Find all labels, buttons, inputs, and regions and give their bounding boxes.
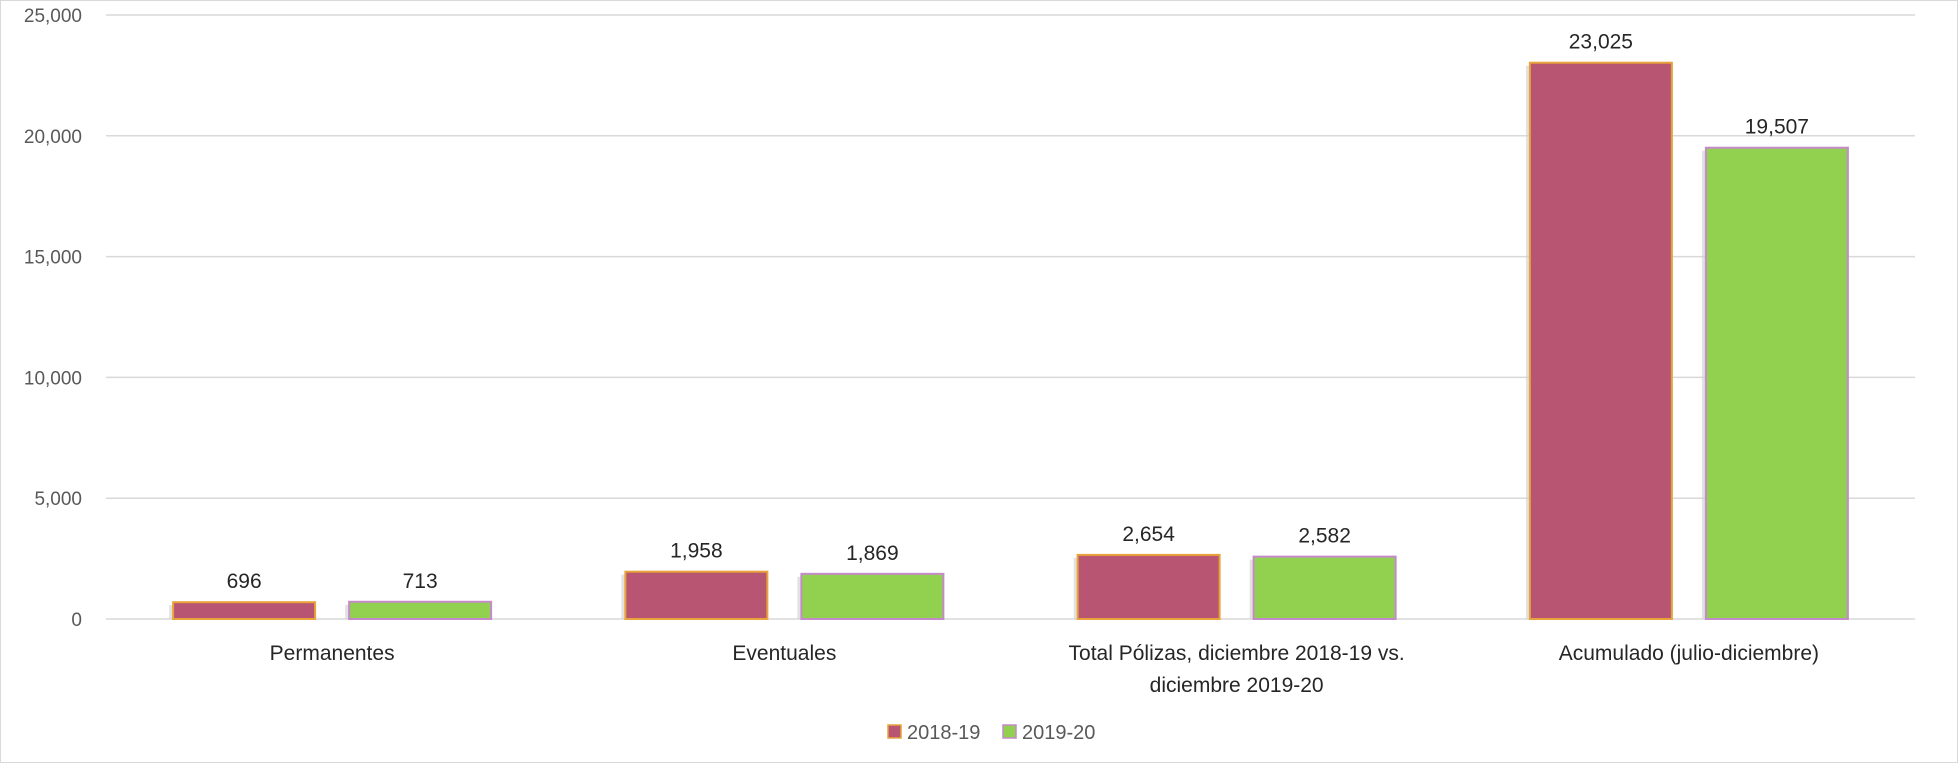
bar-2018-19-2[interactable] (1076, 553, 1221, 620)
legend-swatch (1002, 724, 1017, 739)
data-labels: 696 713 1,958 1,869 2,654 2,582 23,025 19,507 (227, 31, 1809, 593)
y-tick-label: 10,000 (24, 368, 82, 389)
x-category-label: Permanentes (270, 642, 395, 665)
x-category-label: Total Pólizas, diciembre 2018-19 vs. (1069, 642, 1405, 665)
data-label: 2,582 (1298, 525, 1351, 548)
bar-2018-19-3[interactable] (1528, 61, 1673, 620)
bar-2019-20-2[interactable] (1252, 555, 1397, 621)
bar-2019-20-0[interactable] (348, 600, 493, 621)
data-label: 713 (403, 570, 438, 593)
legend[interactable]: 2018-19 2019-20 (887, 722, 1095, 744)
y-tick-label: 20,000 (24, 127, 82, 148)
data-label: 2,654 (1122, 523, 1175, 546)
x-category-label: Eventuales (732, 642, 836, 665)
y-tick-label: 5,000 (34, 489, 82, 510)
data-label: 19,507 (1745, 116, 1809, 139)
data-label: 696 (227, 570, 262, 593)
x-category-label: diciembre 2019-20 (1150, 674, 1324, 697)
bars (169, 61, 1849, 621)
y-tick-label: 15,000 (24, 248, 82, 269)
bar-2019-20-3[interactable] (1704, 146, 1849, 620)
y-tick-label: 0 (71, 610, 82, 631)
legend-label: 2019-20 (1022, 722, 1095, 744)
bar-2018-19-0[interactable] (172, 601, 317, 620)
data-label: 23,025 (1569, 31, 1633, 54)
data-label: 1,958 (670, 540, 723, 563)
legend-swatch (887, 724, 902, 739)
bar-2018-19-1[interactable] (624, 570, 769, 620)
x-category-label: Acumulado (julio-diciembre) (1559, 642, 1819, 665)
y-tick-label: 25,000 (24, 6, 82, 27)
data-label: 1,869 (846, 542, 899, 565)
bar-2019-20-1[interactable] (800, 572, 945, 621)
y-axis-ticks: 0 5,000 10,000 15,000 20,000 25,000 (24, 6, 82, 631)
x-axis-categories: Permanentes Eventuales Total Pólizas, dici… (270, 642, 1819, 697)
legend-label: 2018-19 (907, 722, 980, 744)
